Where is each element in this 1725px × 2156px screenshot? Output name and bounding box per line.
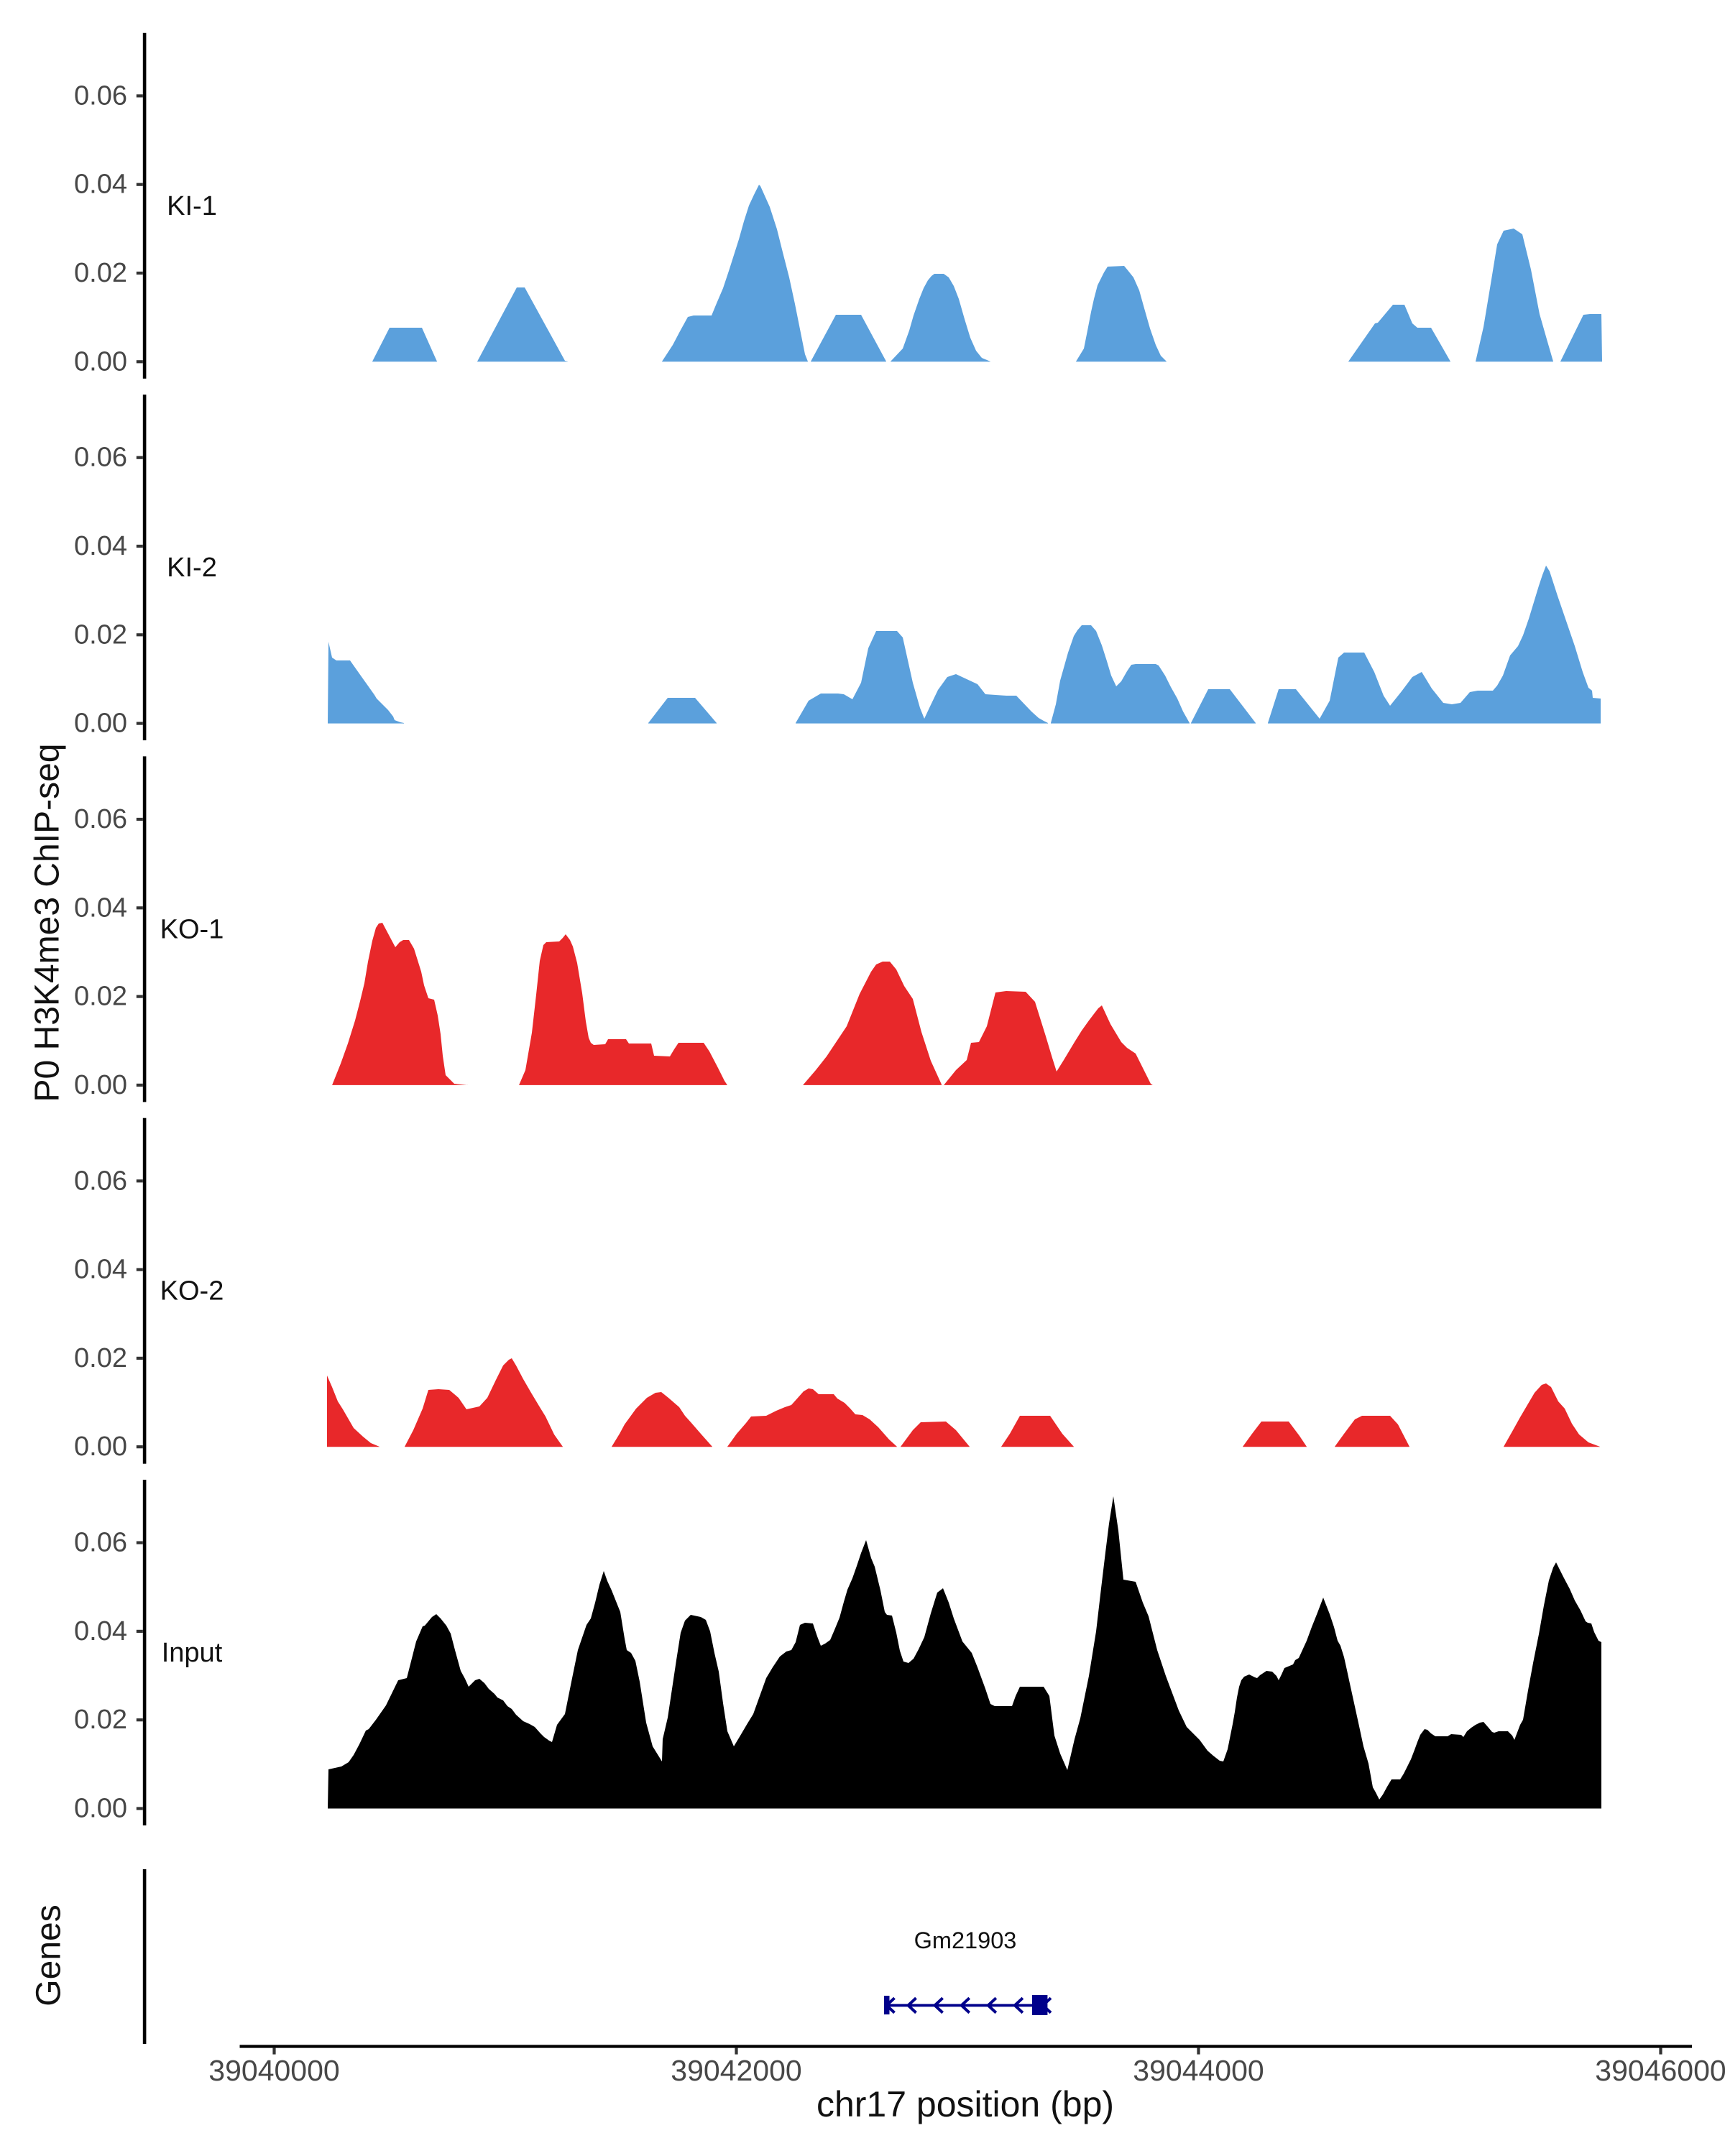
- svg-text:Gm21903: Gm21903: [914, 1927, 1017, 1953]
- svg-text:0.06: 0.06: [74, 443, 127, 473]
- svg-text:39044000: 39044000: [1133, 2054, 1264, 2087]
- svg-text:Input: Input: [162, 1638, 223, 1668]
- svg-text:P0 H3K4me3 ChIP-seq: P0 H3K4me3 ChIP-seq: [29, 744, 67, 1102]
- svg-text:0.02: 0.02: [74, 619, 127, 650]
- svg-text:39046000: 39046000: [1595, 2054, 1725, 2087]
- svg-text:0.02: 0.02: [74, 258, 127, 288]
- svg-text:0.06: 0.06: [74, 1166, 127, 1196]
- svg-text:0.04: 0.04: [74, 1255, 127, 1285]
- svg-text:0.00: 0.00: [74, 346, 127, 377]
- svg-text:0.06: 0.06: [74, 80, 127, 111]
- svg-text:0.02: 0.02: [74, 1343, 127, 1373]
- svg-text:KI-1: KI-1: [167, 191, 217, 221]
- svg-text:0.04: 0.04: [74, 893, 127, 923]
- svg-text:0.00: 0.00: [74, 1070, 127, 1100]
- svg-text:0.00: 0.00: [74, 709, 127, 739]
- svg-text:39042000: 39042000: [671, 2054, 801, 2087]
- svg-text:0.04: 0.04: [74, 531, 127, 561]
- svg-text:0.04: 0.04: [74, 170, 127, 200]
- svg-text:chr17 position (bp): chr17 position (bp): [816, 2084, 1114, 2124]
- svg-text:0.00: 0.00: [74, 1432, 127, 1462]
- svg-text:0.06: 0.06: [74, 804, 127, 834]
- svg-text:39040000: 39040000: [208, 2054, 339, 2087]
- svg-text:0.02: 0.02: [74, 1705, 127, 1735]
- svg-text:0.04: 0.04: [74, 1616, 127, 1646]
- svg-text:Genes: Genes: [30, 1904, 68, 2006]
- svg-text:0.00: 0.00: [74, 1794, 127, 1824]
- svg-text:0.06: 0.06: [74, 1528, 127, 1558]
- svg-text:KO-2: KO-2: [160, 1276, 224, 1307]
- svg-text:0.02: 0.02: [74, 982, 127, 1012]
- svg-text:KO-1: KO-1: [160, 914, 224, 944]
- svg-text:KI-2: KI-2: [167, 553, 217, 583]
